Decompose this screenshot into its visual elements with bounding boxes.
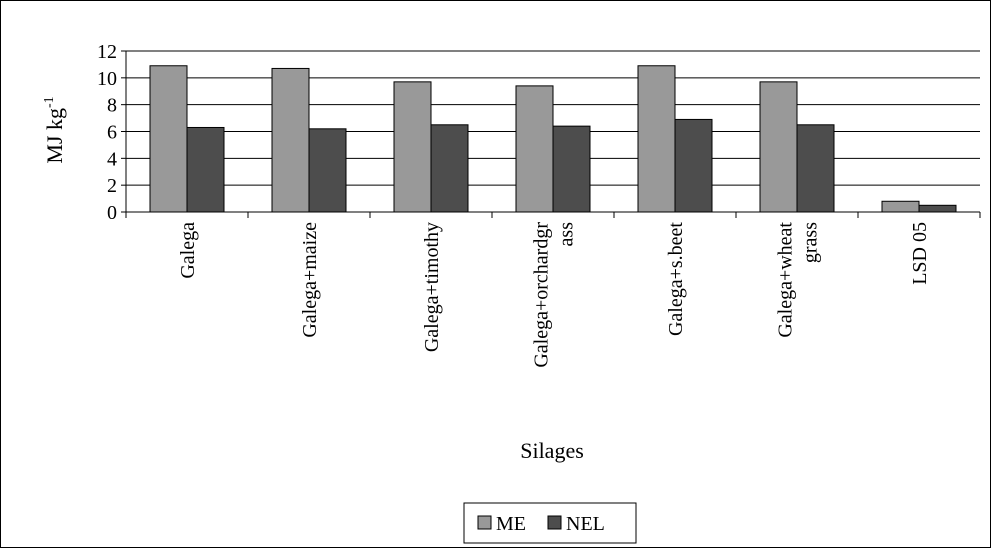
x-category-label: LSD 05: [909, 222, 931, 285]
y-axis-title: MJ kg-1: [42, 96, 67, 163]
bar-nel: [674, 118, 713, 213]
bar-me: [515, 85, 554, 213]
y-tick-labels: 0 2 4 6 8 10 12: [97, 41, 126, 224]
gridlines: [126, 50, 980, 186]
legend-swatch-nel: [547, 515, 562, 530]
y-tick-label: 10: [97, 68, 117, 90]
x-category-label: Galega: [177, 222, 199, 279]
legend-label-me: ME: [496, 513, 526, 535]
bar-nel: [918, 204, 957, 213]
x-category-label: Galega+maize: [299, 222, 321, 338]
x-category-label: Galega+wheat: [775, 222, 797, 338]
legend-label-nel: NEL: [566, 513, 605, 535]
legend: ME NEL: [463, 502, 637, 544]
y-tick-label: 8: [107, 95, 117, 117]
bars: [149, 65, 957, 213]
x-category-label: grass: [800, 222, 822, 263]
y-tick-label: 12: [97, 41, 117, 63]
x-category-labels: Galega Galega+maize Galega+timothy Galega+o…: [177, 222, 931, 368]
bar-nel: [430, 124, 469, 213]
bar-me: [393, 81, 432, 213]
bar-me: [637, 65, 676, 213]
x-axis-title: Silages: [520, 438, 584, 463]
bar-me: [271, 67, 310, 213]
bar-me: [149, 65, 188, 213]
bar-nel: [796, 124, 835, 213]
legend-swatch-me: [477, 515, 492, 530]
bar-nel: [552, 125, 591, 213]
y-tick-label: 6: [107, 122, 117, 144]
x-category-label: Galega+s.beet: [665, 222, 687, 336]
y-tick-label: 0: [107, 202, 117, 224]
bar-nel: [308, 128, 347, 213]
y-tick-label: 2: [107, 175, 117, 197]
x-category-label: Galega+timothy: [421, 222, 443, 352]
bar-me: [881, 200, 920, 213]
bar-me: [759, 81, 798, 213]
x-category-label: Galega+orchardgr: [531, 222, 553, 368]
x-category-label: ass: [556, 222, 578, 247]
y-tick-label: 4: [107, 148, 117, 170]
bar-nel: [186, 126, 225, 213]
